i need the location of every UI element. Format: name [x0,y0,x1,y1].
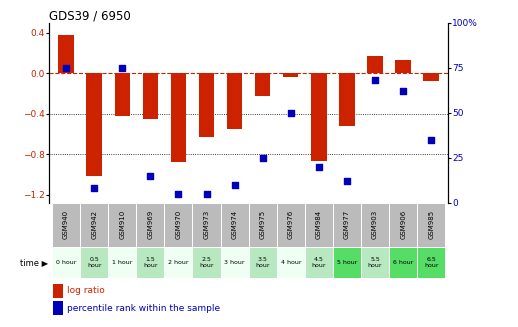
Bar [108,247,136,278]
Text: 1 hour: 1 hour [112,260,133,265]
Text: GSM906: GSM906 [400,210,406,239]
Bar [249,203,277,247]
Bar [87,73,102,177]
Bar [305,203,333,247]
Text: GSM984: GSM984 [316,210,322,239]
Bar [199,73,214,137]
Point [258,155,267,160]
Bar [277,247,305,278]
Text: GSM975: GSM975 [260,210,266,239]
Bar [367,56,383,73]
Point [146,173,154,179]
Text: 6.5
hour: 6.5 hour [424,257,438,267]
Text: GSM970: GSM970 [176,210,181,239]
Text: GSM973: GSM973 [204,210,209,239]
Text: GSM969: GSM969 [147,210,153,239]
Bar [221,203,249,247]
Point [174,191,182,196]
Bar [339,73,355,126]
Text: GSM903: GSM903 [372,210,378,239]
Point [231,182,239,187]
Bar [333,203,361,247]
Bar [142,73,158,119]
Text: GSM942: GSM942 [91,210,97,239]
Point [62,65,70,70]
Bar [136,247,164,278]
Bar [311,73,326,161]
Text: GSM985: GSM985 [428,210,434,239]
Text: 4.5
hour: 4.5 hour [312,257,326,267]
Bar [114,73,130,116]
Bar [53,284,63,298]
Text: GSM910: GSM910 [119,210,125,239]
Point [371,78,379,83]
Point [343,179,351,184]
Bar [424,73,439,81]
Text: GSM977: GSM977 [344,210,350,239]
Bar [52,203,80,247]
Bar [361,247,389,278]
Bar [389,247,417,278]
Point [203,191,211,196]
Bar [283,73,298,77]
Point [90,186,98,191]
Bar [305,247,333,278]
Bar [277,203,305,247]
Bar [80,247,108,278]
Text: 4 hour: 4 hour [281,260,301,265]
Bar [53,301,63,315]
Text: GSM974: GSM974 [232,210,238,239]
Text: 2 hour: 2 hour [168,260,189,265]
Point [315,164,323,169]
Bar [395,60,411,73]
Text: GDS39 / 6950: GDS39 / 6950 [49,10,131,23]
Point [427,137,435,143]
Text: 0.5
hour: 0.5 hour [87,257,102,267]
Text: 3.5
hour: 3.5 hour [255,257,270,267]
Text: 6 hour: 6 hour [393,260,413,265]
Text: 3 hour: 3 hour [224,260,245,265]
Bar [164,247,193,278]
Bar [255,73,270,95]
Bar [59,35,74,73]
Bar [193,247,221,278]
Text: time ▶: time ▶ [20,258,48,267]
Text: 0 hour: 0 hour [56,260,76,265]
Bar [227,73,242,129]
Point [118,65,126,70]
Text: percentile rank within the sample: percentile rank within the sample [67,304,220,313]
Bar [249,247,277,278]
Text: 2.5
hour: 2.5 hour [199,257,214,267]
Text: 5 hour: 5 hour [337,260,357,265]
Bar [171,73,186,162]
Bar [80,203,108,247]
Bar [389,203,417,247]
Bar [333,247,361,278]
Bar [164,203,193,247]
Bar [221,247,249,278]
Text: 5.5
hour: 5.5 hour [368,257,382,267]
Bar [361,203,389,247]
Bar [417,203,445,247]
Bar [136,203,164,247]
Point [399,89,407,94]
Text: log ratio: log ratio [67,286,105,295]
Bar [52,247,80,278]
Point [286,110,295,115]
Text: GSM976: GSM976 [288,210,294,239]
Bar [193,203,221,247]
Bar [417,247,445,278]
Text: 1.5
hour: 1.5 hour [143,257,157,267]
Bar [108,203,136,247]
Text: GSM940: GSM940 [63,210,69,239]
